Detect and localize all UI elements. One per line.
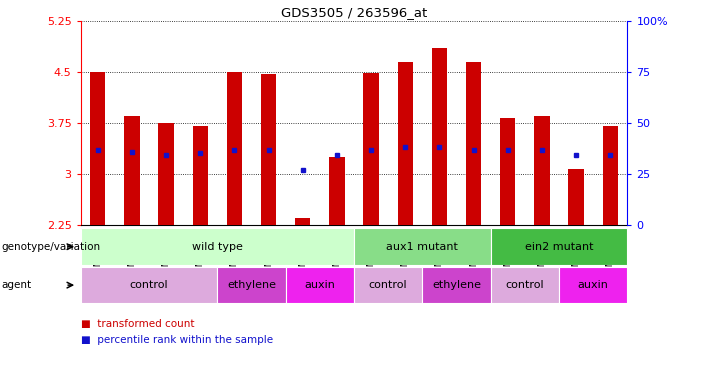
Bar: [569, 169, 584, 225]
Bar: [491, 228, 627, 265]
Text: ein2 mutant: ein2 mutant: [525, 242, 593, 252]
Bar: [422, 267, 491, 303]
Text: wild type: wild type: [192, 242, 243, 252]
Text: ■  transformed count: ■ transformed count: [81, 319, 194, 329]
Bar: [329, 157, 345, 225]
Bar: [397, 62, 413, 225]
Bar: [559, 267, 627, 303]
Bar: [432, 48, 447, 225]
Text: agent: agent: [1, 280, 32, 290]
Text: ethylene: ethylene: [227, 280, 276, 290]
Bar: [81, 228, 354, 265]
Bar: [603, 126, 618, 225]
Bar: [261, 74, 276, 225]
Text: control: control: [130, 280, 168, 290]
Bar: [354, 228, 491, 265]
Bar: [81, 267, 217, 303]
Bar: [466, 62, 482, 225]
Text: auxin: auxin: [578, 280, 608, 290]
Bar: [158, 123, 174, 225]
Bar: [193, 126, 208, 225]
Text: aux1 mutant: aux1 mutant: [386, 242, 458, 252]
Text: genotype/variation: genotype/variation: [1, 242, 100, 252]
Text: auxin: auxin: [304, 280, 335, 290]
Text: ■  percentile rank within the sample: ■ percentile rank within the sample: [81, 335, 273, 345]
Bar: [491, 267, 559, 303]
Text: control: control: [505, 280, 544, 290]
Bar: [363, 73, 379, 225]
Title: GDS3505 / 263596_at: GDS3505 / 263596_at: [281, 5, 427, 18]
Bar: [534, 116, 550, 225]
Bar: [124, 116, 139, 225]
Bar: [295, 218, 311, 225]
Bar: [217, 267, 286, 303]
Text: control: control: [369, 280, 407, 290]
Bar: [226, 72, 242, 225]
Bar: [354, 267, 422, 303]
Bar: [286, 267, 354, 303]
Bar: [90, 72, 105, 225]
Text: ethylene: ethylene: [432, 280, 481, 290]
Bar: [500, 118, 515, 225]
